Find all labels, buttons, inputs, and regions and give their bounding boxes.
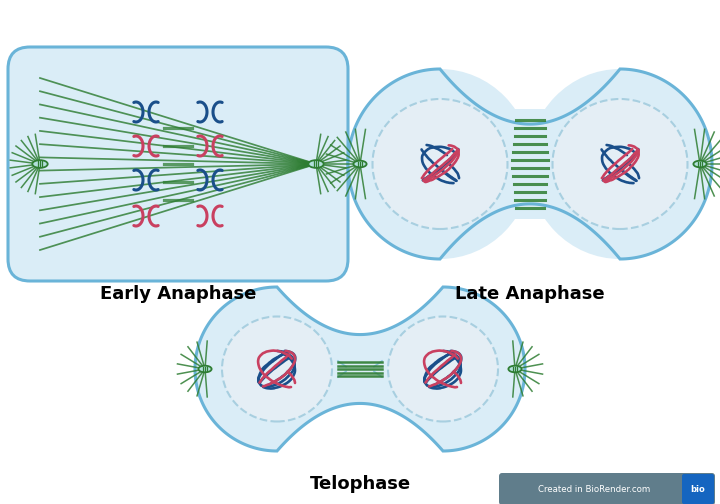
Ellipse shape [222, 317, 332, 421]
Ellipse shape [508, 366, 521, 372]
Polygon shape [195, 287, 525, 451]
Polygon shape [465, 109, 595, 219]
Ellipse shape [372, 99, 508, 229]
Ellipse shape [693, 161, 706, 167]
Ellipse shape [308, 160, 324, 168]
Text: bio: bio [690, 484, 706, 493]
Ellipse shape [32, 160, 48, 168]
FancyBboxPatch shape [8, 47, 348, 281]
Text: Late Anaphase: Late Anaphase [455, 285, 605, 303]
Ellipse shape [199, 366, 212, 372]
Text: Early Anaphase: Early Anaphase [100, 285, 256, 303]
Ellipse shape [388, 317, 498, 421]
Polygon shape [348, 69, 712, 259]
Ellipse shape [354, 161, 366, 167]
Text: Telophase: Telophase [310, 475, 410, 493]
Ellipse shape [348, 69, 532, 259]
Text: Created in BioRender.com: Created in BioRender.com [539, 484, 651, 493]
FancyBboxPatch shape [682, 474, 714, 504]
Ellipse shape [552, 99, 688, 229]
FancyBboxPatch shape [499, 473, 715, 504]
Ellipse shape [528, 69, 712, 259]
